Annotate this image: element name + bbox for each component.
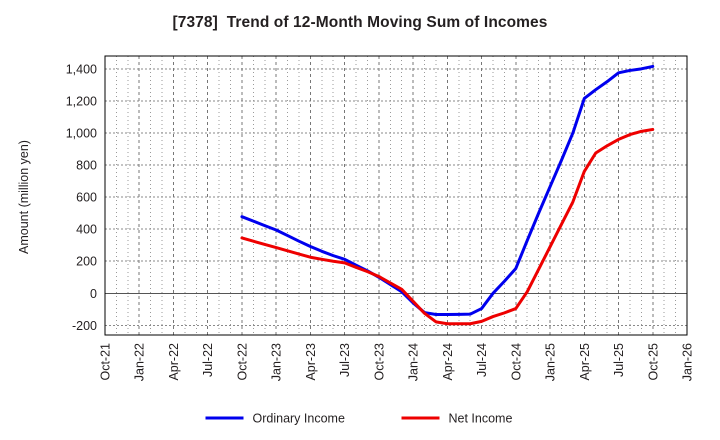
legend-label-2: Net Income [449,412,513,426]
x-tick-label: Jan-22 [133,343,147,381]
x-tick-label: Oct-22 [235,343,249,381]
y-axis-title: Amount (million yen) [17,140,31,254]
y-axis-ticks: -200 0 200 400 600 800 1,000 1,200 1,400 [66,62,97,333]
x-tick-label: Apr-23 [304,343,318,381]
x-tick-label: Oct-23 [372,343,386,381]
series-line-2 [240,127,655,326]
y-tick-label: 600 [76,191,97,205]
x-tick-label: Jan-26 [681,343,695,381]
x-tick-label: Jan-24 [407,343,421,381]
x-tick-label: Jul-24 [475,343,489,377]
y-tick-label: 1,200 [66,94,97,108]
y-tick-label: 1,000 [66,126,97,140]
grid-lines [104,56,688,335]
legend-label-1: Ordinary Income [253,412,345,426]
x-axis-ticks: Oct-21 Jan-22 Apr-22 Jul-22 Oct-22 Jan-23 Apr-… [99,343,695,381]
plot-frame [104,55,688,336]
x-tick-label: Apr-22 [167,343,181,381]
x-tick-label: Jul-22 [201,343,215,377]
y-tick-label: 800 [76,159,97,173]
x-tick-label: Oct-21 [99,343,113,381]
chart-title: [7378] Trend of 12-Month Moving Sum of I… [172,14,548,31]
x-tick-label: Jul-25 [612,343,626,377]
y-tick-label: 200 [76,255,97,269]
series-line-1 [240,64,655,316]
x-tick-label: Oct-25 [646,343,660,381]
data-series [240,64,655,326]
y-tick-label: 1,400 [66,62,97,76]
y-tick-label: 400 [76,223,97,237]
x-tick-label: Jan-25 [544,343,558,381]
y-tick-label: -200 [72,319,97,333]
x-tick-label: Jul-23 [338,343,352,377]
x-tick-label: Apr-24 [441,343,455,381]
x-tick-label: Oct-24 [509,343,523,381]
x-tick-label: Jan-23 [270,343,284,381]
x-tick-label: Apr-25 [578,343,592,381]
chart-legend: Ordinary Income Net Income [205,412,513,426]
y-tick-label: 0 [90,287,97,301]
